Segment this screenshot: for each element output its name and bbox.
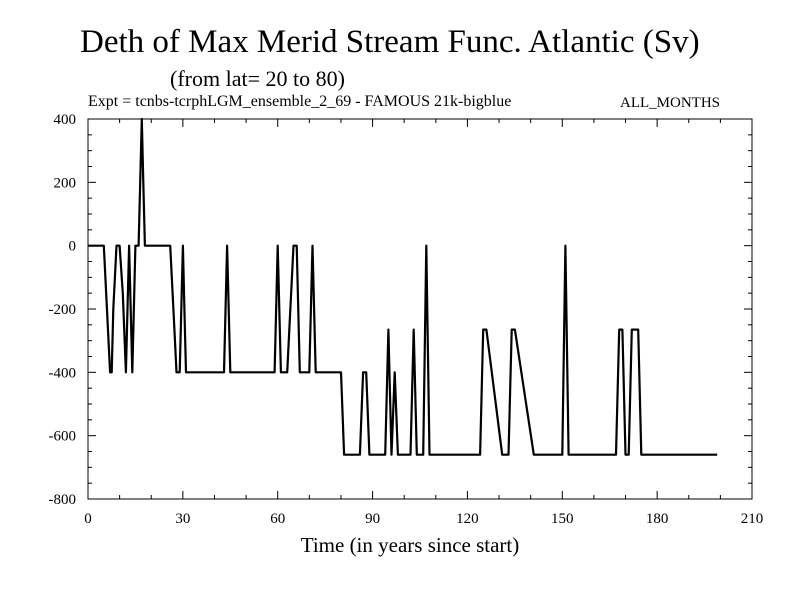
x-tick-label: 90 <box>365 511 380 527</box>
x-tick-label: 210 <box>741 511 764 527</box>
period-label: ALL_MONTHS <box>620 95 720 111</box>
x-tick-label: 150 <box>551 511 574 527</box>
x-tick-label: 60 <box>270 511 285 527</box>
y-tick-label: -600 <box>49 429 77 445</box>
series-line <box>88 117 718 456</box>
run-label: LGM_ensemble_2_69 - FAMOUS 21k-bigblue <box>207 93 512 110</box>
x-axis-label: Time (in years since start) <box>301 533 520 557</box>
y-tick-label: -200 <box>49 302 77 318</box>
y-tick-label: -800 <box>49 492 77 508</box>
experiment-label: Expt = tcnbs-tcrphLGM_ensemble_2_69 - FA… <box>88 93 511 111</box>
y-tick-label: 200 <box>54 175 77 191</box>
x-tick-label: 0 <box>84 511 92 527</box>
y-tick-label: 400 <box>54 112 77 128</box>
x-tick-label: 180 <box>646 511 669 527</box>
x-tick-label: 120 <box>456 511 479 527</box>
x-tick-label: 30 <box>175 511 190 527</box>
chart-subtitle: (from lat= 20 to 80) <box>170 66 345 91</box>
chart-title: Deth of Max Merid Stream Func. Atlantic … <box>80 24 700 60</box>
y-tick-label: 0 <box>69 239 77 255</box>
experiment-id: Expt = tcnbs-tcrph <box>88 93 208 110</box>
plot-frame <box>87 118 753 500</box>
y-tick-label: -400 <box>49 365 77 381</box>
